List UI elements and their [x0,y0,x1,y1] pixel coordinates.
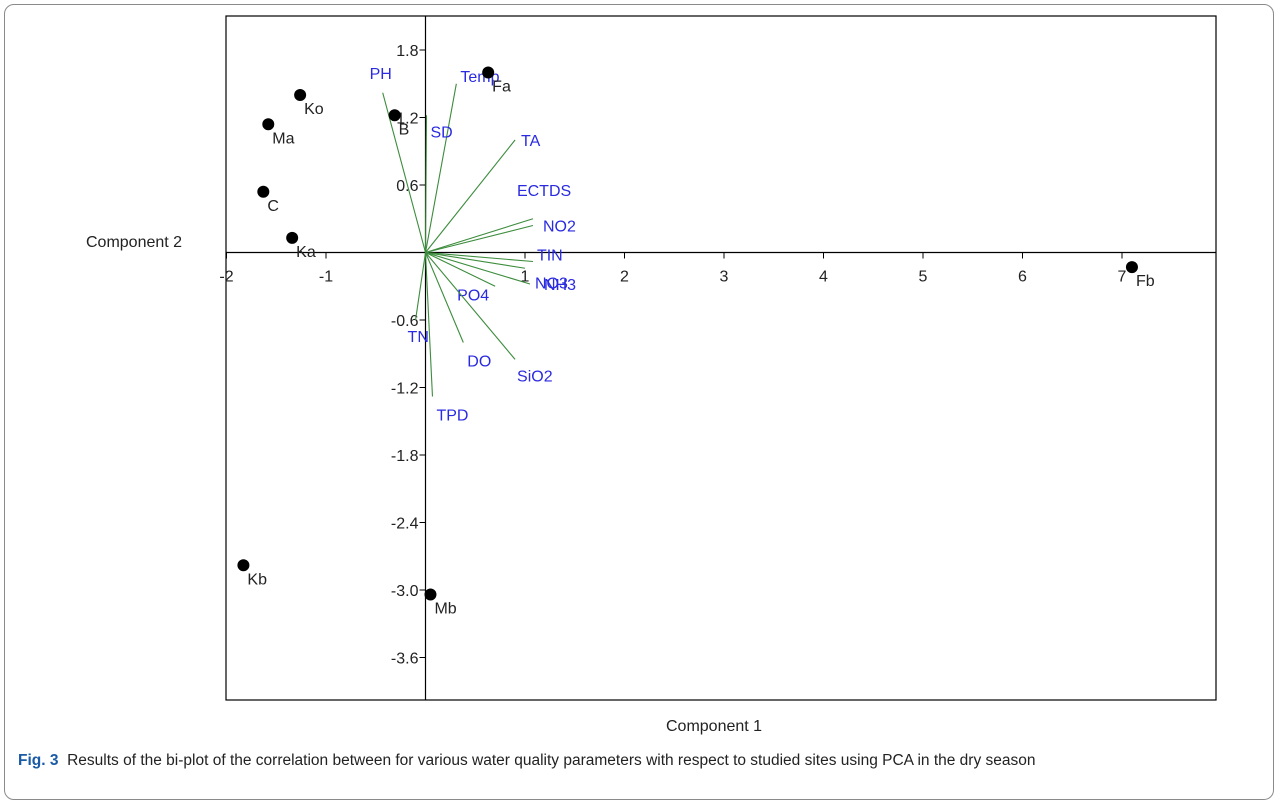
y-tick-label: -0.6 [391,313,419,330]
point-label-c: C [267,198,279,215]
point-b [388,109,401,122]
point-label-ka: Ka [296,244,316,261]
y-tick-label: -1.2 [391,381,419,398]
loading-vector-tin [425,251,534,263]
x-tick-label: -1 [319,269,333,286]
loading-vector-po4 [425,252,496,287]
loading-vector-nh3 [425,251,531,285]
x-tick-label: 7 [1118,269,1127,286]
loading-label-tin: TIN [537,248,563,265]
loading-label-ectds: ECTDS [517,183,571,200]
loading-vector-tpd [424,252,434,397]
loading-label-ph: PH [370,66,392,83]
loading-vector-no2 [425,224,534,254]
x-tick-label: 3 [720,269,729,286]
point-ma [262,118,275,131]
loading-vector-sio2 [425,252,516,360]
y-axis-title: Component 2 [86,234,183,251]
figure-caption: Fig. 3 Results of the bi-plot of the cor… [18,750,1258,772]
y-tick-label: -3.6 [391,651,419,668]
loading-label-tn: TN [408,329,429,346]
y-tick-label: -2.4 [391,516,419,533]
loading-label-sio2: SiO2 [517,368,553,385]
x-axis-title: Component 1 [666,718,763,735]
y-tick-label: 1.8 [396,43,418,60]
loading-label-no3: NO3 [535,275,568,292]
loading-label-nh3: NH3 [544,277,576,294]
point-ko [294,89,307,101]
loading-vector-tn [415,252,427,321]
caption-text: Results of the bi-plot of the correlatio… [67,752,1036,769]
loading-vector-sd [424,115,428,253]
x-tick-label: 1 [521,269,530,286]
loading-vector-ta [425,139,516,253]
loading-vector-no3 [425,251,526,269]
caption-fig-label: Fig. 3 [18,752,59,769]
point-label-kb: Kb [247,571,267,588]
loading-vector-ph [382,92,427,253]
x-tick-label: -2 [219,269,233,286]
x-tick-label: 6 [1018,269,1027,286]
point-label-ma: Ma [272,130,294,147]
x-tick-label: 5 [919,269,928,286]
point-label-fb: Fb [1136,273,1155,290]
point-c [257,185,270,198]
point-fb [1125,261,1138,274]
point-kb [237,559,250,572]
loading-vector-ectds [425,218,534,254]
point-label-ko: Ko [304,101,324,118]
loading-label-sd: SD [430,124,452,141]
x-tick-label: 2 [620,269,629,286]
loading-label-no2: NO2 [543,219,576,236]
loading-label-tpd: TPD [436,408,468,425]
point-ka [286,231,299,244]
point-mb [424,588,437,601]
point-label-fa: Fa [492,79,511,96]
point-fa [482,66,495,79]
loading-vector-temp [424,83,457,253]
point-label-b: B [399,121,410,138]
point-label-mb: Mb [434,601,456,618]
y-tick-label: -1.8 [391,448,419,465]
figure-frame [4,4,1274,800]
loading-label-do: DO [467,354,491,371]
loading-vector-do [424,252,464,343]
x-tick-label: 4 [819,269,828,286]
y-tick-label: -3.0 [391,583,419,600]
loading-label-ta: TA [521,133,541,150]
y-tick-label: 1.2 [396,111,418,128]
plot-frame [225,15,1217,701]
